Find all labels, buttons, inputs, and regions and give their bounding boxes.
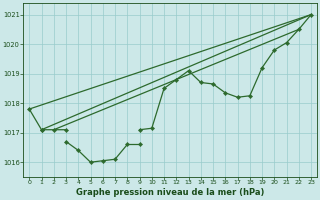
X-axis label: Graphe pression niveau de la mer (hPa): Graphe pression niveau de la mer (hPa) — [76, 188, 264, 197]
